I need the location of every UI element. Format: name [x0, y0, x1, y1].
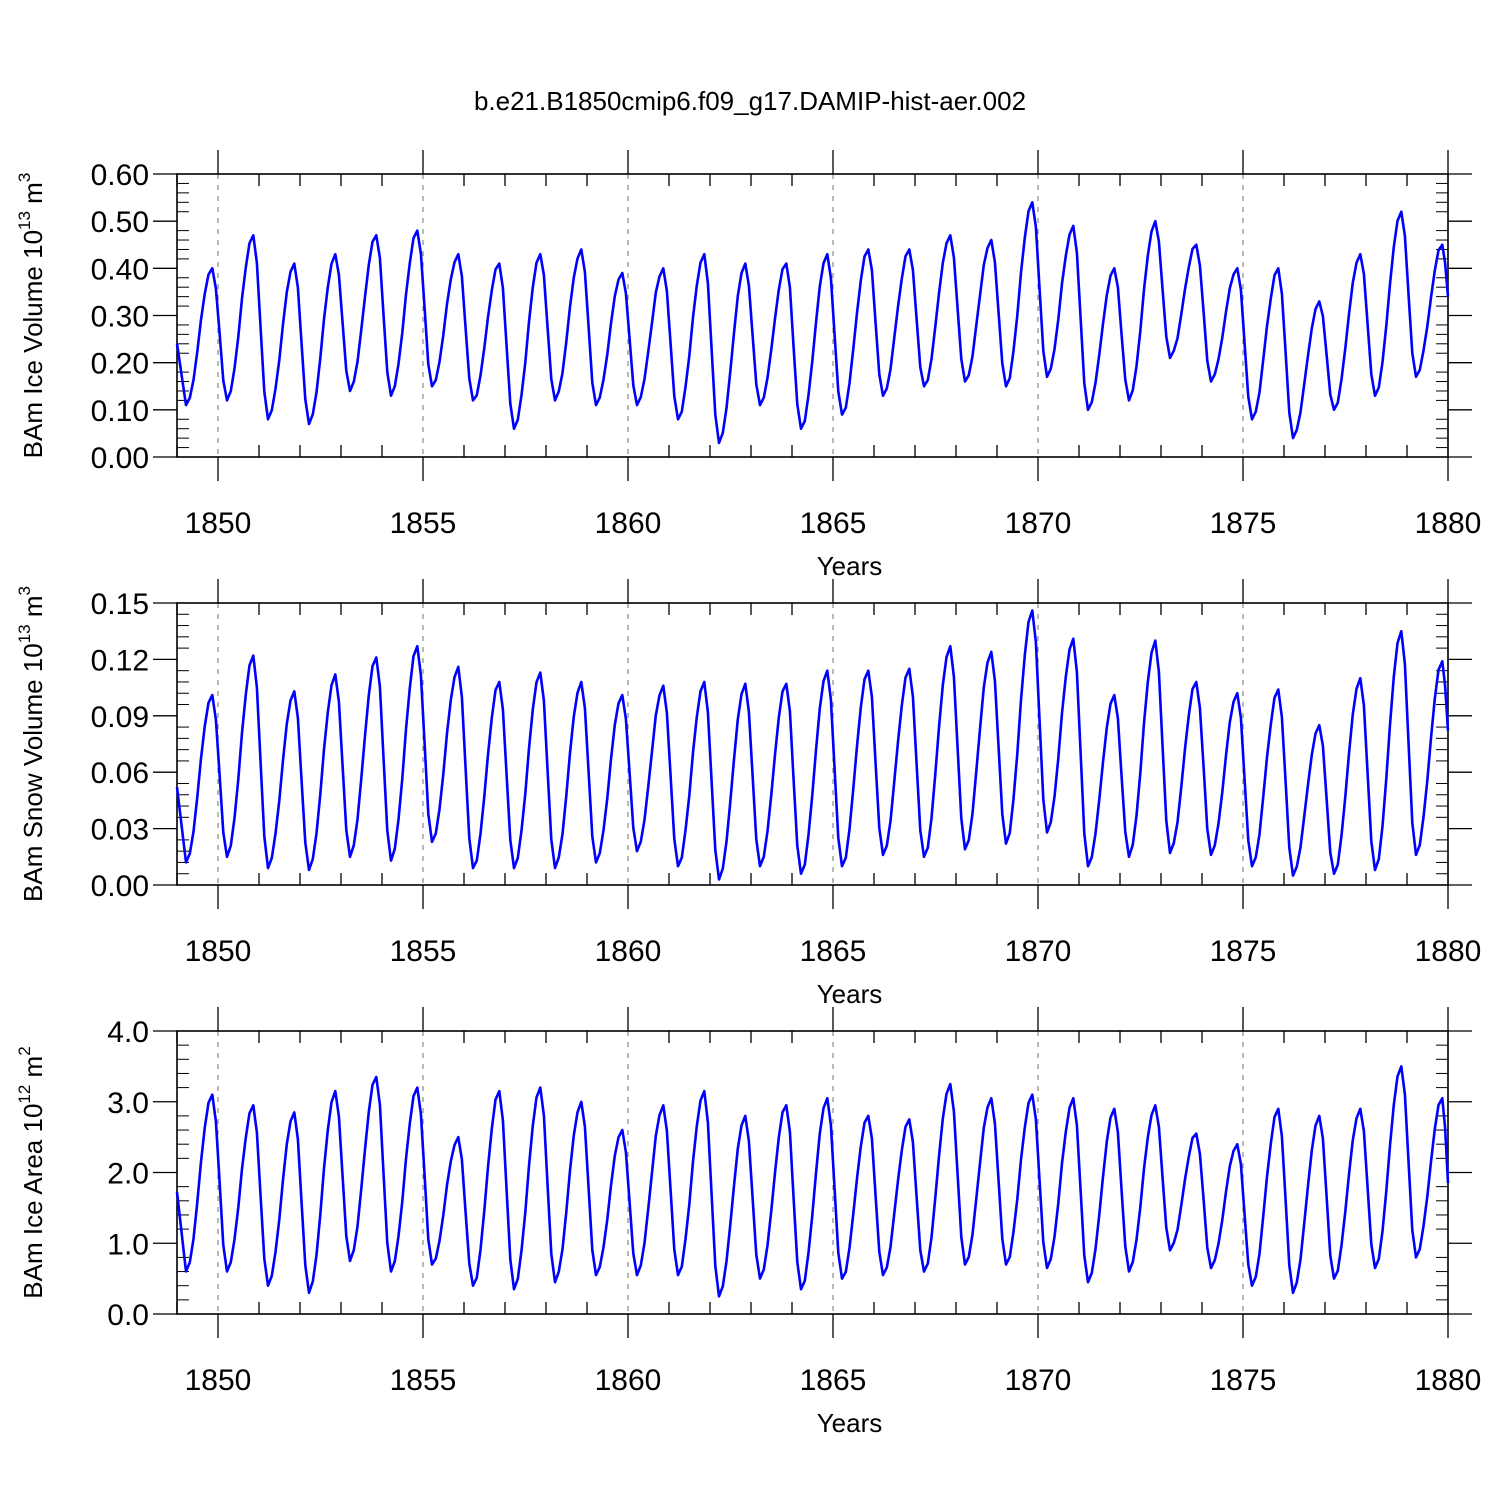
x-axis-label: Years [817, 551, 883, 581]
x-tick-label: 1870 [1005, 935, 1072, 968]
y-tick-label: 0.00 [91, 442, 149, 475]
y-tick-label: 0.30 [91, 301, 149, 334]
y-tick-label: 0.03 [91, 814, 149, 847]
series-line [175, 201, 1450, 445]
y-tick-label: 4.0 [107, 1016, 149, 1049]
y-tick-label: 3.0 [107, 1087, 149, 1120]
x-tick-label: 1860 [595, 507, 662, 540]
y-axis-label: BAm Ice Area 1012 m2 [15, 1046, 48, 1298]
y-tick-label: 0.10 [91, 395, 149, 428]
x-tick-label: 1875 [1210, 935, 1277, 968]
y-tick-label: 0.60 [91, 159, 149, 192]
x-tick-label: 1855 [390, 1364, 457, 1397]
x-tick-label: 1875 [1210, 507, 1277, 540]
x-tick-label: 1880 [1415, 1364, 1482, 1397]
plot-frame [176, 173, 1449, 458]
y-tick-label: 0.00 [91, 870, 149, 903]
plot-frame [176, 602, 1449, 886]
ice-area-panel: 0.0 1.0 2.0 3.0 4.0 1850 1855 1860 1865 1870 1875 1… [15, 1007, 1481, 1438]
x-tick-label: 1865 [800, 507, 867, 540]
y-tick-label: 0.0 [107, 1299, 149, 1332]
x-tick-label: 1875 [1210, 1364, 1277, 1397]
x-tick-label: 1850 [185, 507, 252, 540]
x-tick-label: 1865 [800, 935, 867, 968]
snow-volume-panel: 0.00 0.03 0.06 0.09 0.12 0.15 1850 1855 1860 1865… [15, 579, 1481, 1009]
series-line [175, 609, 1450, 881]
ice-volume-panel: 0.00 0.10 0.20 0.30 0.40 0.50 0.60 1850 1855 1860… [15, 150, 1481, 581]
y-tick-label: 0.15 [91, 588, 149, 621]
x-axis-label: Years [817, 1408, 883, 1438]
x-tick-label: 1870 [1005, 1364, 1072, 1397]
x-tick-label: 1855 [390, 507, 457, 540]
y-tick-label: 0.40 [91, 253, 149, 286]
y-tick-label: 0.20 [91, 348, 149, 381]
y-tick-label: 1.0 [107, 1228, 149, 1261]
x-tick-label: 1870 [1005, 507, 1072, 540]
series-line [175, 1065, 1450, 1298]
x-tick-label: 1855 [390, 935, 457, 968]
x-tick-label: 1850 [185, 935, 252, 968]
y-axis-label: BAm Ice Volume 1013 m3 [15, 173, 48, 459]
x-tick-label: 1880 [1415, 507, 1482, 540]
y-tick-label: 0.50 [91, 206, 149, 239]
x-tick-label: 1860 [595, 935, 662, 968]
y-tick-label: 0.06 [91, 757, 149, 790]
x-tick-label: 1850 [185, 1364, 252, 1397]
y-tick-label: 0.09 [91, 701, 149, 734]
figure-title: b.e21.B1850cmip6.f09_g17.DAMIP-hist-aer.… [474, 86, 1026, 116]
x-axis-label: Years [817, 979, 883, 1009]
x-tick-label: 1860 [595, 1364, 662, 1397]
y-axis-label: BAm Snow Volume 1013 m3 [15, 586, 48, 902]
x-tick-label: 1865 [800, 1364, 867, 1397]
y-tick-label: 0.12 [91, 644, 149, 677]
y-tick-label: 2.0 [107, 1158, 149, 1191]
x-tick-label: 1880 [1415, 935, 1482, 968]
